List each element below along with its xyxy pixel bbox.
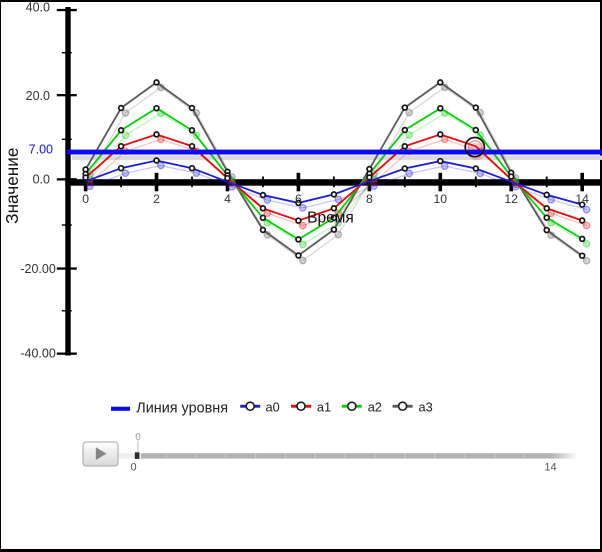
svg-text:Значение: Значение (2, 148, 22, 224)
svg-text:2: 2 (153, 192, 160, 206)
svg-text:a1: a1 (317, 399, 331, 414)
svg-text:0: 0 (82, 192, 89, 206)
svg-text:20.0: 20.0 (26, 89, 50, 103)
svg-text:40.0: 40.0 (26, 0, 50, 14)
svg-text:6: 6 (295, 192, 302, 206)
svg-text:a3: a3 (419, 399, 433, 414)
svg-text:7.00: 7.00 (29, 143, 53, 157)
svg-text:Время: Время (307, 209, 354, 226)
svg-text:10: 10 (434, 192, 448, 206)
svg-text:Линия уровня: Линия уровня (136, 401, 228, 417)
svg-text:-20.00: -20.00 (20, 262, 55, 276)
svg-text:a2: a2 (368, 399, 382, 414)
svg-text:0: 0 (130, 462, 136, 474)
svg-text:-40.00: -40.00 (20, 347, 55, 361)
svg-text:14: 14 (575, 192, 589, 206)
svg-text:4: 4 (224, 192, 231, 206)
svg-text:a0: a0 (266, 399, 280, 414)
svg-text:0.0: 0.0 (33, 173, 50, 187)
svg-text:14: 14 (544, 462, 556, 474)
svg-text:0: 0 (135, 432, 141, 443)
svg-text:8: 8 (366, 192, 373, 206)
svg-text:12: 12 (504, 192, 518, 206)
